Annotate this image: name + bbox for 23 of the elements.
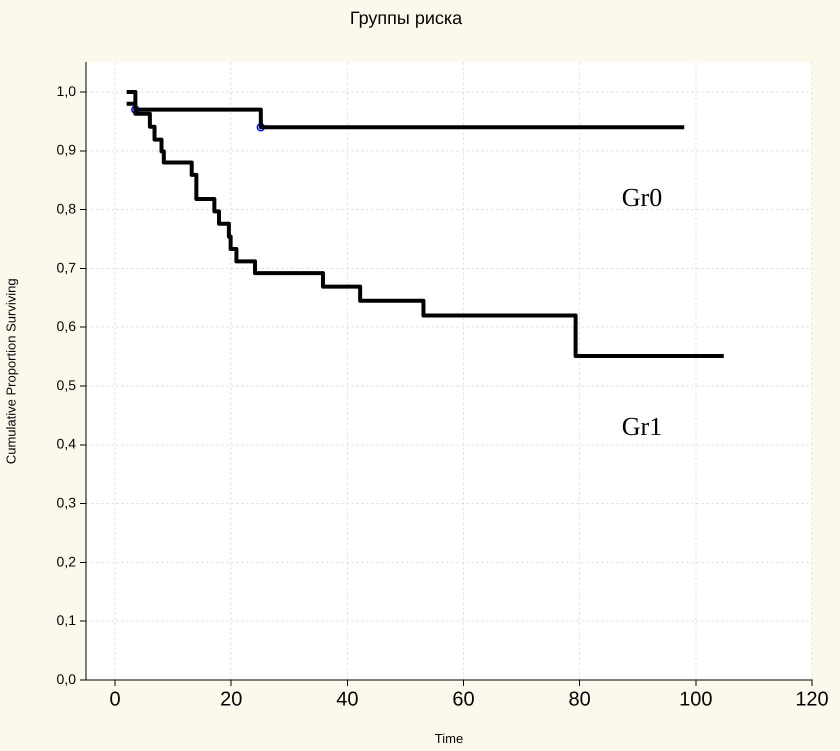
x-axis-title: Time <box>434 730 464 746</box>
x-tick-label: 120 <box>795 688 829 711</box>
y-tick-label: 0,8 <box>56 200 76 216</box>
x-tick-label: 20 <box>220 688 242 711</box>
x-tick-label: 60 <box>452 688 475 711</box>
chart-title: Группы риска <box>350 8 464 28</box>
annotation: Gr0 <box>622 183 662 212</box>
x-tick-label: 40 <box>336 688 358 711</box>
y-tick-label: 0,7 <box>56 259 76 276</box>
y-tick-label: 1,0 <box>56 82 76 99</box>
y-tick-label: 0,3 <box>56 494 76 510</box>
y-tick-label: 0,4 <box>56 436 76 452</box>
y-tick-label: 0,2 <box>56 553 76 570</box>
y-tick-label: 0,6 <box>56 318 76 334</box>
annotation: Gr1 <box>622 412 662 441</box>
y-axis-title: Cumulative Proportion Surviving <box>3 278 18 464</box>
x-tick-label: 100 <box>679 688 713 711</box>
y-tick-label: 0,5 <box>56 376 76 393</box>
y-tick-label: 0,0 <box>56 670 76 687</box>
y-tick-label: 0,1 <box>56 612 76 628</box>
x-tick-label: 0 <box>109 688 121 711</box>
x-tick-label: 80 <box>568 688 591 711</box>
y-tick-label: 0,9 <box>56 142 76 158</box>
